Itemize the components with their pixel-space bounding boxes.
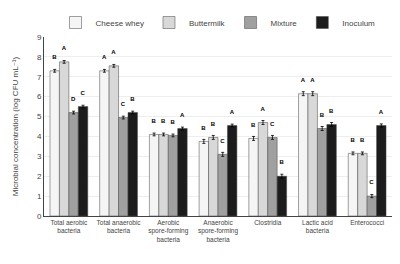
svg-text:C: C — [220, 138, 225, 152]
svg-text:B: B — [329, 108, 334, 122]
svg-text:B: B — [320, 112, 325, 126]
svg-text:7: 7 — [37, 73, 42, 82]
svg-text:Microbial concentration (log C: Microbial concentration (log CFU mL⁻¹) — [11, 56, 20, 196]
svg-text:6: 6 — [37, 92, 42, 101]
svg-text:4: 4 — [37, 132, 42, 141]
svg-text:B: B — [52, 54, 57, 68]
svg-text:3: 3 — [37, 152, 42, 161]
svg-text:A: A — [379, 109, 384, 123]
svg-text:A: A — [180, 112, 185, 126]
svg-text:B: B — [360, 137, 365, 151]
svg-text:5: 5 — [37, 112, 42, 121]
svg-text:C: C — [121, 101, 126, 115]
svg-text:B: B — [152, 118, 157, 132]
svg-text:B: B — [171, 119, 176, 133]
svg-text:B: B — [350, 137, 355, 151]
svg-text:Inoculum: Inoculum — [342, 19, 375, 28]
svg-text:B: B — [251, 122, 256, 136]
svg-text:A: A — [62, 45, 67, 59]
svg-text:C: C — [81, 90, 86, 104]
svg-text:Aerobicspore-formingbacteria: Aerobicspore-formingbacteria — [148, 219, 188, 243]
svg-text:Enterococci: Enterococci — [350, 219, 384, 226]
svg-text:Lactic acidbacteria: Lactic acidbacteria — [302, 219, 333, 234]
svg-text:Cheese whey: Cheese whey — [96, 19, 144, 28]
svg-text:B: B — [130, 96, 135, 110]
svg-text:B: B — [211, 121, 216, 135]
svg-text:A: A — [102, 54, 107, 68]
svg-text:Clostridia: Clostridia — [254, 219, 281, 226]
svg-text:9: 9 — [37, 33, 42, 42]
svg-text:Buttermilk: Buttermilk — [189, 19, 226, 28]
svg-text:A: A — [310, 77, 315, 91]
svg-text:Mixture: Mixture — [271, 19, 298, 28]
svg-text:Anaerobicspore-formingbacteria: Anaerobicspore-formingbacteria — [198, 219, 238, 243]
svg-text:Total aerobicbacteria: Total aerobicbacteria — [50, 219, 88, 234]
svg-text:D: D — [71, 96, 76, 110]
svg-text:B: B — [279, 159, 284, 173]
svg-text:B: B — [161, 118, 166, 132]
svg-text:8: 8 — [37, 53, 42, 62]
svg-text:0: 0 — [37, 212, 42, 221]
svg-text:1: 1 — [37, 192, 42, 201]
svg-text:A: A — [111, 49, 116, 63]
svg-text:A: A — [230, 109, 235, 123]
svg-text:2: 2 — [37, 172, 42, 181]
svg-text:C: C — [270, 121, 275, 135]
svg-text:Total anaerobicbacteria: Total anaerobicbacteria — [97, 219, 142, 234]
svg-text:A: A — [301, 77, 306, 91]
svg-text:A: A — [260, 106, 265, 120]
svg-text:C: C — [369, 179, 374, 193]
svg-text:B: B — [201, 125, 206, 139]
